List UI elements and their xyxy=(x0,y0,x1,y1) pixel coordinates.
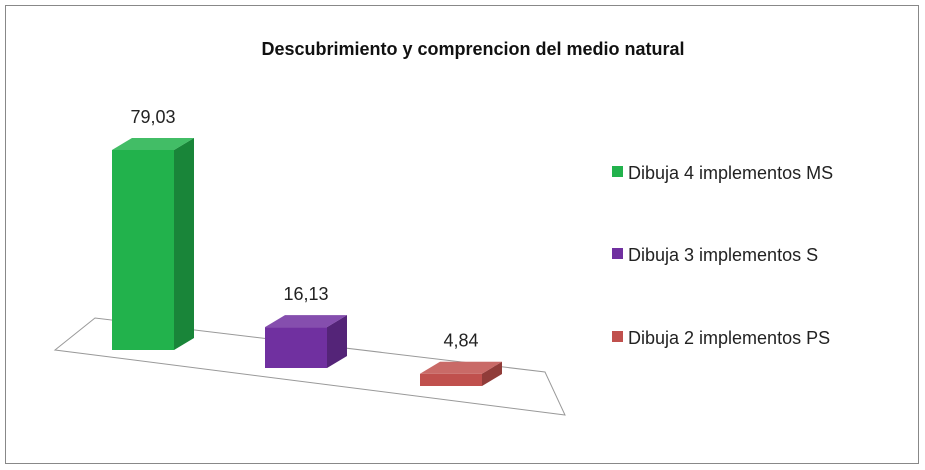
data-label: 16,13 xyxy=(283,284,328,304)
bar xyxy=(420,361,502,386)
bar-side xyxy=(482,361,502,386)
floor xyxy=(53,317,566,416)
bar-top-light xyxy=(420,361,502,374)
legend-label: Dibuja 4 implementos MS xyxy=(628,163,834,183)
bar-side-shade xyxy=(174,138,194,350)
bar-side xyxy=(174,138,194,350)
bar-side-shade xyxy=(327,315,347,368)
legend-item: Dibuja 2 implementos PS xyxy=(612,325,902,351)
bar-top-light xyxy=(265,315,347,328)
legend-swatch xyxy=(612,166,623,177)
bar-front xyxy=(112,150,174,350)
legend-item: Dibuja 3 implementos S xyxy=(612,242,902,268)
bar-top xyxy=(112,138,194,150)
bar-top xyxy=(265,315,347,328)
bar xyxy=(112,138,194,350)
bar-top xyxy=(420,361,502,374)
chart-title: Descubrimiento y comprencion del medio n… xyxy=(261,39,684,59)
legend-item: Dibuja 4 implementos MS xyxy=(612,160,902,186)
data-label: 79,03 xyxy=(130,107,175,127)
bar-side xyxy=(327,315,347,368)
data-label: 4,84 xyxy=(443,331,478,351)
bar-front xyxy=(265,327,327,368)
bar xyxy=(265,315,347,368)
legend-label: Dibuja 2 implementos PS xyxy=(628,328,831,348)
bar-top-light xyxy=(112,138,194,150)
bar-side-shade xyxy=(482,361,502,386)
legend-swatch xyxy=(612,248,623,259)
legend-label: Dibuja 3 implementos S xyxy=(628,245,819,265)
legend-swatch xyxy=(612,331,623,342)
bar-front xyxy=(420,373,482,386)
